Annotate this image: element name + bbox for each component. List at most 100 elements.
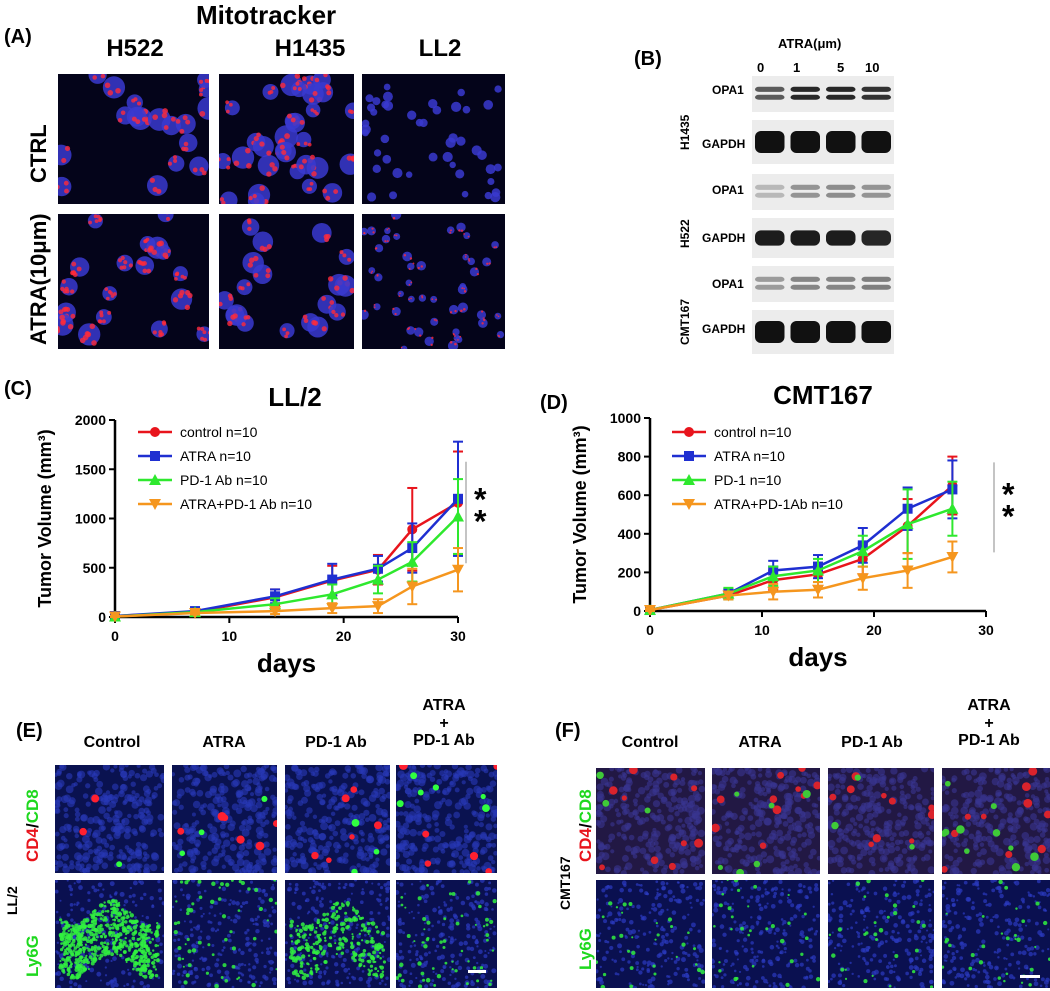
stain-slash: /: [576, 823, 595, 828]
panel-e-col-control: Control: [83, 734, 141, 751]
series-line: [114, 501, 459, 618]
panel-f-stain1: CD4/CD8: [576, 789, 596, 862]
data-point: [406, 555, 419, 567]
stain-cd8-label: CD8: [576, 789, 595, 824]
significance-star: *: [474, 481, 487, 517]
legend-entry: control n=10: [138, 424, 258, 440]
y-tick-label: 600: [618, 487, 642, 503]
panel-f-col-combo-top: ATRA: [967, 697, 1011, 714]
y-tick-label: 0: [98, 609, 106, 625]
panel-b-dose-0: 0: [757, 60, 765, 75]
data-point: [684, 427, 694, 437]
panel-f-col-combo-bottom: PD-1 Ab: [958, 732, 1020, 749]
data-point: [149, 474, 161, 485]
data-point: [270, 591, 281, 602]
stain-cd4-label: CD4: [23, 827, 42, 862]
panel-b-dose-5: 5: [837, 60, 845, 75]
if-f-combo-cd4cd8: [942, 768, 1050, 874]
chart-title: LL/2: [268, 382, 321, 412]
if-e-combo-cd4cd8: [396, 765, 497, 873]
panel-a-col-h1435: H1435: [274, 35, 346, 62]
x-tick-label: 0: [111, 628, 119, 644]
data-point: [722, 590, 735, 602]
x-tick-label: 30: [450, 628, 466, 644]
data-point: [327, 574, 338, 585]
panel-f-col-pd1: PD-1 Ab: [841, 734, 903, 751]
legend-label: PD-1 n=10: [714, 472, 782, 488]
if-f-atra-ly6g: [712, 880, 820, 988]
significance-star: *: [474, 503, 487, 539]
panel-e-col-combo-bottom: PD-1 Ab: [413, 732, 475, 749]
data-point: [812, 584, 824, 596]
stain-cd4-label: CD4: [576, 827, 595, 862]
panel-a-row-atra: ATRA(10μm): [26, 213, 51, 345]
panel-b-treatment: ATRA(μm): [778, 36, 842, 51]
panel-a-letter: (A): [4, 26, 32, 48]
data-point: [326, 603, 339, 615]
panel-a-col-h522: H522: [106, 35, 164, 62]
panel-f-letter: (F): [555, 720, 581, 742]
y-tick-label: 1000: [610, 410, 641, 426]
panel-a-col-ll2: LL2: [418, 35, 462, 62]
micrograph-a-h1435-atra: [219, 214, 354, 349]
data-point: [452, 564, 464, 576]
micrograph-a-ll2-ctrl: [362, 74, 505, 204]
x-tick-label: 10: [222, 628, 238, 644]
data-point: [109, 611, 121, 623]
micrograph-a-h1435-ctrl: [219, 74, 354, 204]
panel-b-dose-1: 1: [793, 60, 801, 75]
data-point: [452, 510, 464, 522]
data-point: [683, 474, 695, 485]
if-f-pd1-cd4cd8: [828, 768, 934, 874]
data-point: [946, 551, 959, 563]
blot-group-h522: H522: [678, 219, 692, 248]
x-tick-label: 0: [646, 622, 654, 638]
panel-b-letter: (B): [634, 48, 662, 70]
panel-f-stain2: Ly6G: [576, 928, 595, 970]
if-e-atra-ly6g: [172, 880, 277, 988]
panel-b-dose-10: 10: [865, 60, 880, 75]
data-point: [946, 502, 959, 514]
data-point: [149, 499, 161, 510]
chart-c-svg: LL/2 0 500 1000 1500 2000 0 10 20 30 days Tumor Vol…: [35, 382, 487, 678]
panel-e-col-pd1: PD-1 Ab: [305, 734, 367, 751]
x-tick-label: 30: [978, 622, 994, 638]
if-e-atra-cd4cd8: [172, 765, 277, 873]
data-point: [856, 545, 869, 557]
series-3: [644, 540, 959, 617]
panel-c-letter: (C): [4, 378, 32, 400]
blot-cmt167-gapdh: [752, 310, 894, 354]
y-tick-label: 0: [633, 603, 641, 619]
x-axis-label: days: [257, 648, 316, 678]
if-f-atra-cd4cd8: [712, 768, 820, 874]
data-point: [856, 573, 869, 585]
panel-e-model: LL/2: [4, 886, 20, 915]
legend-entry: PD-1 Ab n=10: [138, 472, 268, 488]
if-e-pd1-ly6g: [285, 880, 390, 988]
panel-a-row-ctrl: CTRL: [26, 124, 51, 183]
blot-label-gapdh-h522: GAPDH: [702, 231, 746, 245]
chart-d-svg: CMT167 0 200 400 600 800 1000 0 10 20 30 days Tumor …: [570, 380, 1015, 672]
series-0: [110, 450, 463, 622]
legend-label: control n=10: [714, 424, 792, 440]
legend-entry: control n=10: [672, 424, 792, 440]
data-point: [901, 565, 914, 577]
x-tick-label: 20: [866, 622, 882, 638]
panel-f-col-combo-plus: +: [984, 715, 994, 732]
panel-a-title: Mitotracker: [196, 0, 337, 30]
y-tick-label: 2000: [75, 412, 106, 428]
if-f-pd1-ly6g: [828, 880, 934, 988]
chart-c: LL/2 0 500 1000 1500 2000 0 10 20 30 days Tumor Vol…: [0, 370, 520, 680]
panel-e-stain2: Ly6G: [23, 935, 42, 977]
legend-entry: ATRA n=10: [138, 448, 251, 464]
micrograph-a-h522-ctrl: [58, 74, 209, 204]
if-f-control-cd4cd8: [596, 768, 705, 874]
blot-label-opa1-cmt167: OPA1: [712, 277, 744, 291]
data-point: [371, 573, 384, 585]
scale-bar-e: [468, 970, 486, 973]
micrograph-a-h522-atra: [58, 214, 209, 349]
data-point: [406, 581, 419, 593]
data-point: [371, 601, 384, 613]
data-point: [150, 451, 160, 461]
data-point: [767, 586, 780, 598]
